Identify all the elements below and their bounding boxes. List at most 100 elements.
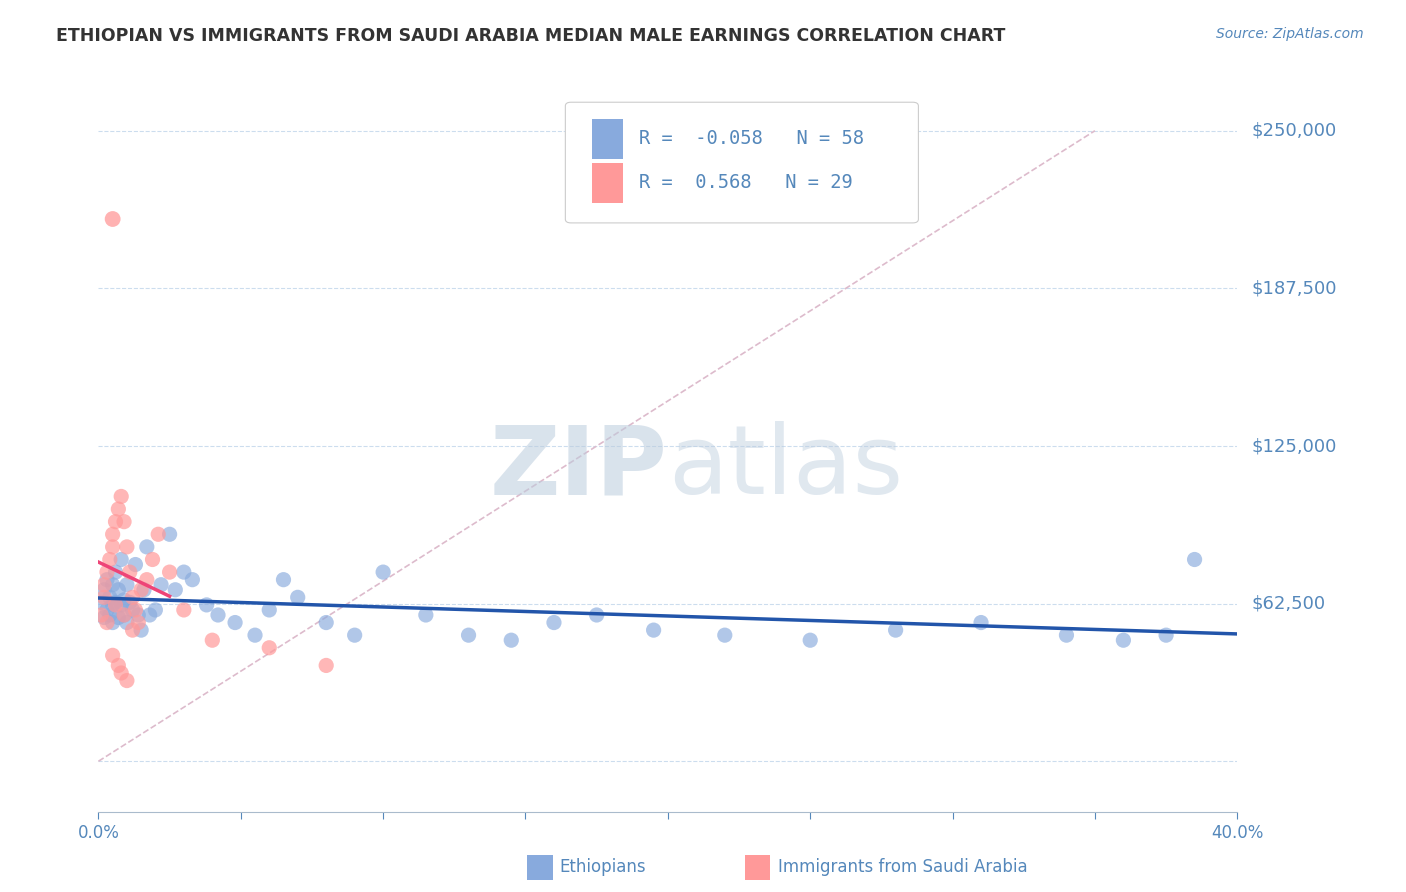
Point — [121, 623, 143, 637]
Point — [101, 615, 124, 630]
Point — [127, 607, 149, 622]
Point — [224, 615, 246, 630]
Point — [115, 615, 138, 630]
Point — [101, 578, 124, 592]
Point — [1154, 628, 1177, 642]
Point — [457, 628, 479, 642]
Point — [107, 582, 129, 597]
Point — [373, 565, 395, 579]
Point — [90, 595, 112, 609]
Point — [104, 515, 127, 529]
Point — [135, 540, 157, 554]
Bar — [592, 119, 623, 159]
Point — [543, 615, 565, 630]
Point — [145, 603, 167, 617]
Text: $187,500: $187,500 — [1251, 279, 1337, 297]
Point — [135, 573, 157, 587]
Point — [110, 665, 132, 680]
Point — [104, 595, 127, 609]
Point — [884, 623, 907, 637]
Point — [121, 591, 143, 605]
Point — [173, 603, 195, 617]
Point — [101, 212, 124, 227]
Point — [159, 527, 181, 541]
Point — [93, 591, 115, 605]
Point — [107, 658, 129, 673]
Point — [107, 610, 129, 624]
Point — [165, 582, 187, 597]
Point — [643, 623, 665, 637]
Text: $250,000: $250,000 — [1251, 121, 1337, 140]
Point — [104, 598, 127, 612]
Point — [201, 633, 224, 648]
Point — [138, 607, 160, 622]
Point — [121, 603, 143, 617]
Point — [343, 628, 366, 642]
Point — [132, 582, 155, 597]
Point — [207, 607, 229, 622]
Point — [112, 607, 135, 622]
Point — [93, 582, 115, 597]
Point — [243, 628, 266, 642]
Point — [799, 633, 821, 648]
Point — [124, 603, 146, 617]
Point — [148, 527, 170, 541]
Text: Source: ZipAtlas.com: Source: ZipAtlas.com — [1216, 27, 1364, 41]
Point — [127, 615, 149, 630]
Text: $125,000: $125,000 — [1251, 437, 1337, 455]
Point — [96, 603, 118, 617]
Text: R =  0.568   N = 29: R = 0.568 N = 29 — [640, 173, 853, 192]
Point — [1112, 633, 1135, 648]
Text: atlas: atlas — [668, 421, 903, 515]
Point — [585, 607, 607, 622]
Point — [501, 633, 523, 648]
Point — [101, 648, 124, 663]
Point — [90, 607, 112, 622]
Point — [101, 598, 124, 612]
Text: ZIP: ZIP — [489, 421, 668, 515]
Point — [150, 578, 173, 592]
Point — [93, 578, 115, 592]
Text: ETHIOPIAN VS IMMIGRANTS FROM SAUDI ARABIA MEDIAN MALE EARNINGS CORRELATION CHART: ETHIOPIAN VS IMMIGRANTS FROM SAUDI ARABI… — [56, 27, 1005, 45]
Point — [98, 607, 121, 622]
Point — [96, 565, 118, 579]
Point — [98, 552, 121, 566]
Point — [118, 565, 141, 579]
Point — [173, 565, 195, 579]
Point — [118, 595, 141, 609]
Point — [110, 490, 132, 504]
Point — [159, 565, 181, 579]
Point — [129, 623, 152, 637]
Point — [129, 582, 152, 597]
Point — [98, 591, 121, 605]
Point — [1056, 628, 1078, 642]
Point — [93, 610, 115, 624]
Point — [96, 573, 118, 587]
Point — [96, 615, 118, 630]
FancyBboxPatch shape — [565, 103, 918, 223]
Point — [101, 527, 124, 541]
Point — [115, 578, 138, 592]
Point — [107, 502, 129, 516]
Point — [104, 565, 127, 579]
Point — [273, 573, 295, 587]
Point — [112, 607, 135, 622]
Point — [259, 603, 281, 617]
Text: Ethiopians: Ethiopians — [560, 858, 647, 876]
Point — [259, 640, 281, 655]
Bar — [592, 162, 623, 202]
Point — [112, 592, 135, 607]
Point — [195, 598, 218, 612]
Point — [141, 552, 163, 566]
Text: $62,500: $62,500 — [1251, 595, 1326, 613]
Point — [115, 540, 138, 554]
Point — [287, 591, 309, 605]
Point — [124, 558, 146, 572]
Point — [970, 615, 993, 630]
Point — [181, 573, 204, 587]
Point — [115, 673, 138, 688]
Point — [315, 615, 337, 630]
Text: R =  -0.058   N = 58: R = -0.058 N = 58 — [640, 129, 865, 148]
Point — [714, 628, 737, 642]
Point — [110, 552, 132, 566]
